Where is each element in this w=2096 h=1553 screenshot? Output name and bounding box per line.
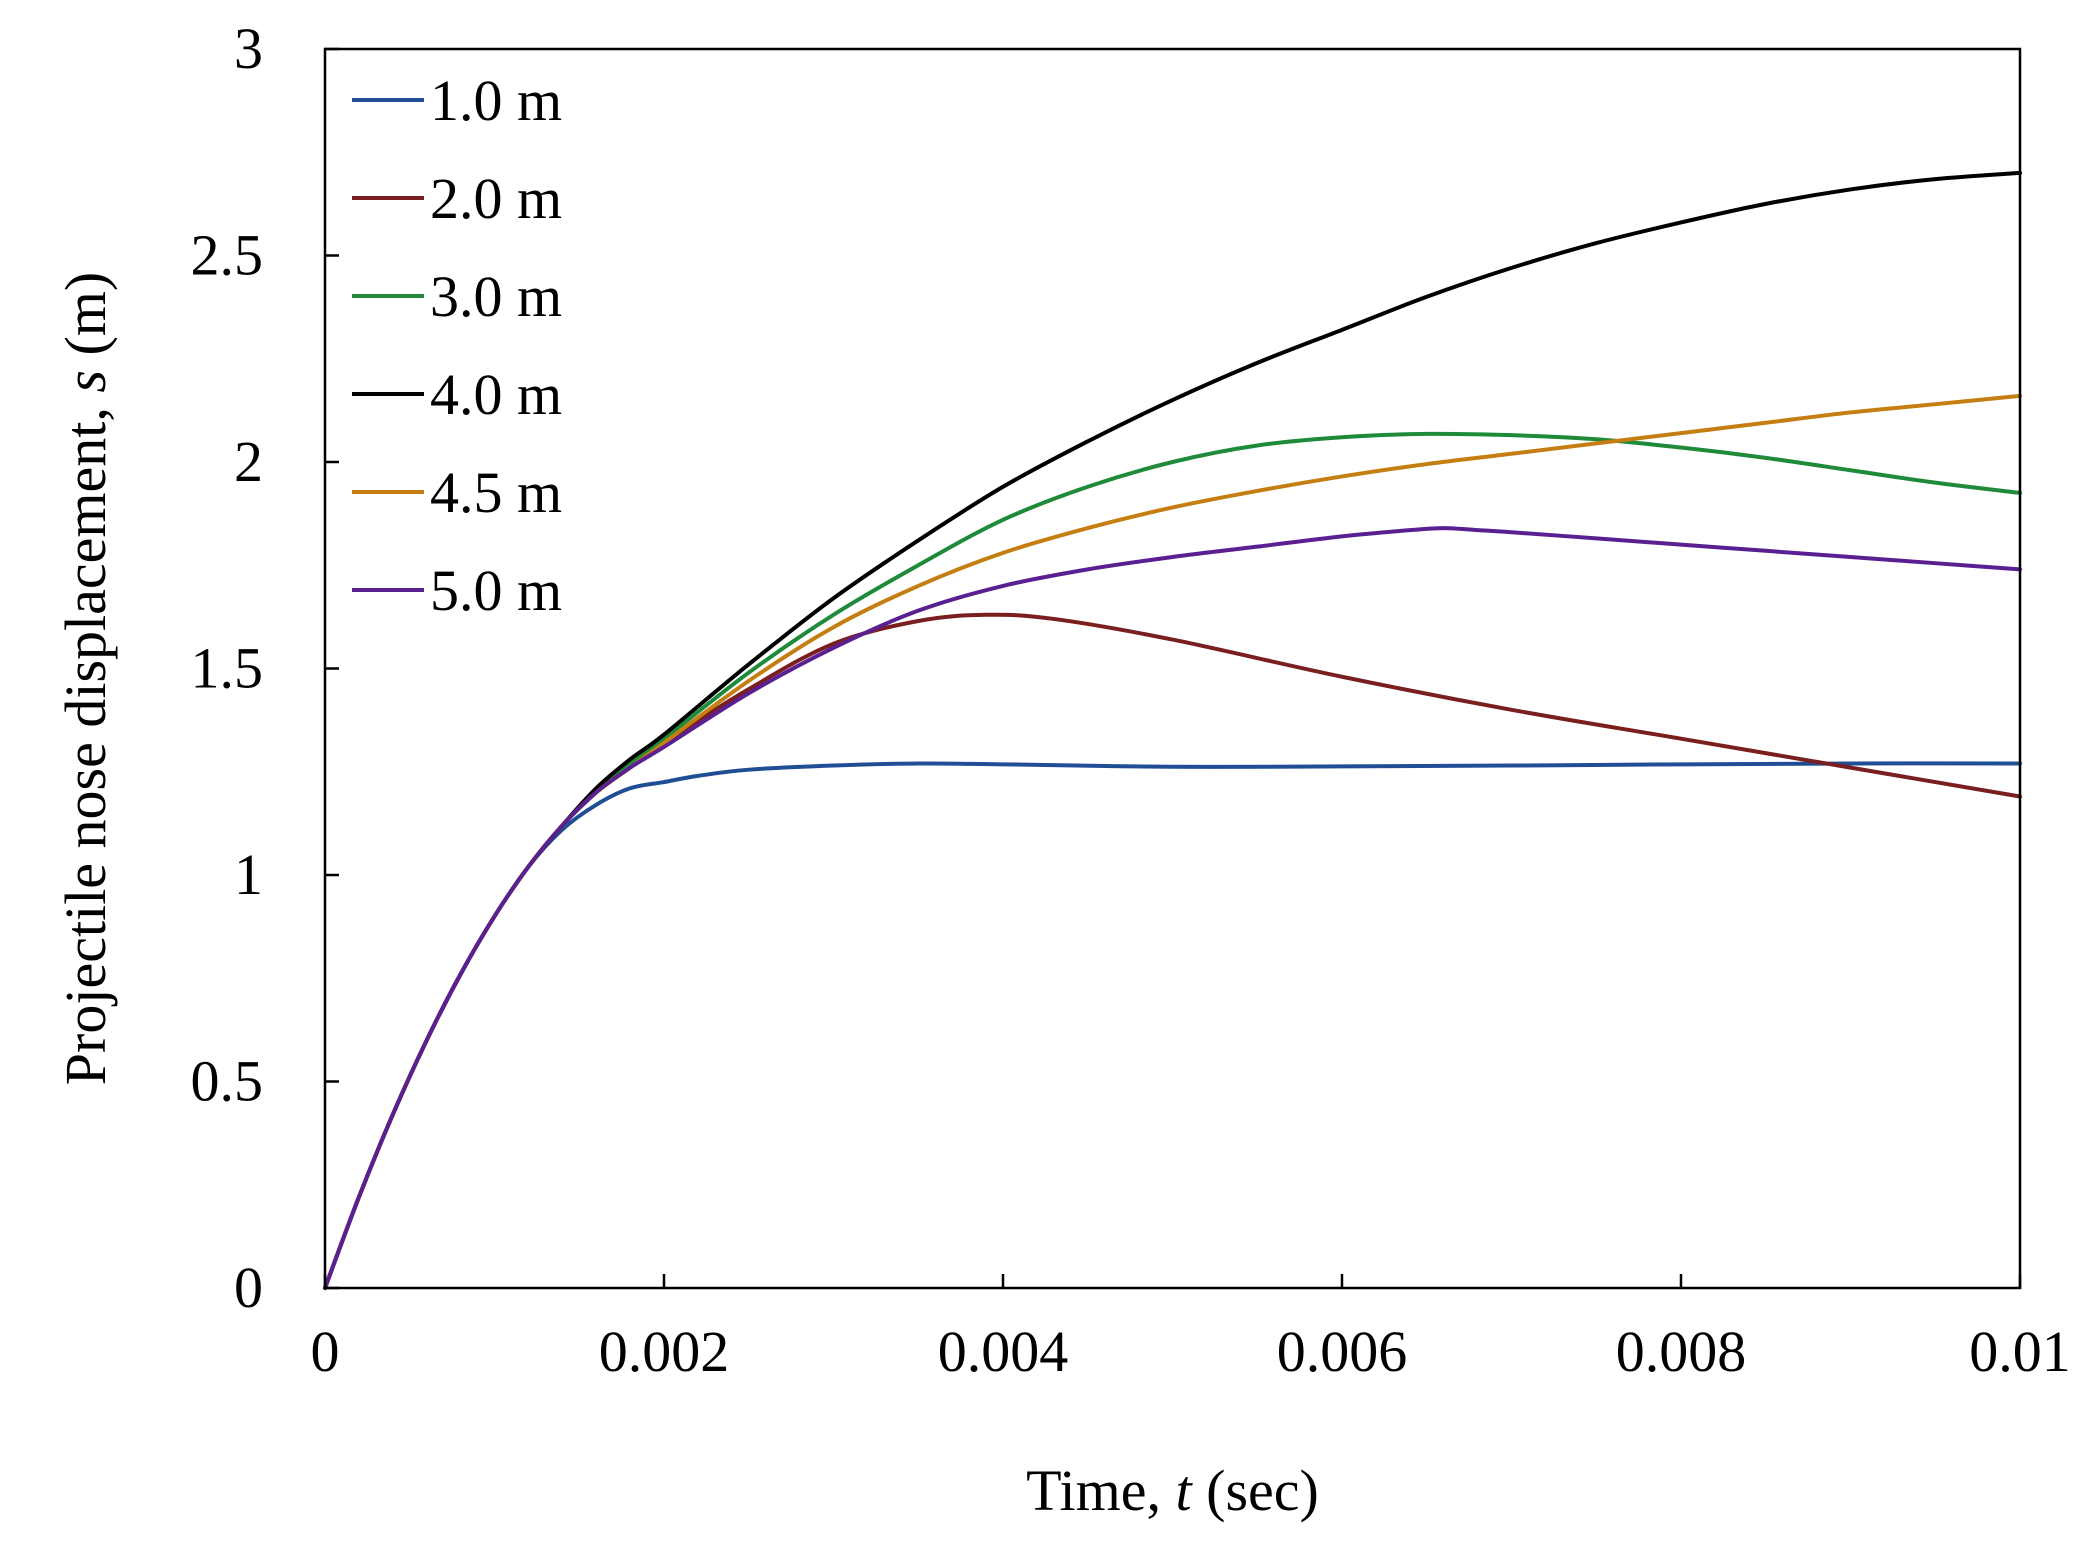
x-tick-label: 0.004 <box>938 1319 1069 1384</box>
ticks-layer: 0 0.002 0.004 0.006 0.008 0.01 0 0.5 1 1.5 2 2.5 3 <box>191 16 2071 1384</box>
x-axis-title-unit: (sec) <box>1192 1458 1319 1523</box>
series-line-5-0-m <box>323 526 2022 1290</box>
x-axis-title-variable: t <box>1176 1458 1194 1523</box>
x-tick-label: 0.002 <box>599 1319 730 1384</box>
y-tick-label: 2.5 <box>191 223 264 288</box>
y-axis-title-variable: s <box>53 370 118 393</box>
y-axis-title-unit: (m) <box>53 272 118 370</box>
legend-label: 1.0 m <box>430 68 562 133</box>
series-layer <box>323 170 2022 1290</box>
x-axis-title-text: Time, <box>1026 1458 1175 1523</box>
x-tick-label: 0.01 <box>1969 1319 2071 1384</box>
legend-label: 3.0 m <box>430 264 562 329</box>
y-tick-label: 2 <box>234 429 263 494</box>
legend-label: 4.5 m <box>430 460 562 525</box>
legend-label: 5.0 m <box>430 558 562 623</box>
plot-frame <box>323 47 2022 1290</box>
y-tick-label: 3 <box>234 16 263 81</box>
y-tick-label: 0 <box>234 1255 263 1320</box>
y-axis-title: Projectile nose displacement, s (m) <box>53 272 118 1085</box>
x-axis-title: Time, t (sec) <box>1026 1458 1319 1523</box>
legend-label: 4.0 m <box>430 362 562 427</box>
x-tick-label: 0.006 <box>1277 1319 1408 1384</box>
y-tick-label: 1.5 <box>191 636 264 701</box>
y-tick-label: 0.5 <box>191 1049 264 1114</box>
y-tick-label: 1 <box>234 842 263 907</box>
x-tick-label: 0.008 <box>1616 1319 1747 1384</box>
x-tick-label: 0 <box>311 1319 340 1384</box>
legend-label: 2.0 m <box>430 166 562 231</box>
y-axis-title-text: Projectile nose displacement, <box>53 393 118 1086</box>
legend: 1.0 m 2.0 m 3.0 m 4.0 m 4.5 m 5.0 m <box>352 68 562 623</box>
